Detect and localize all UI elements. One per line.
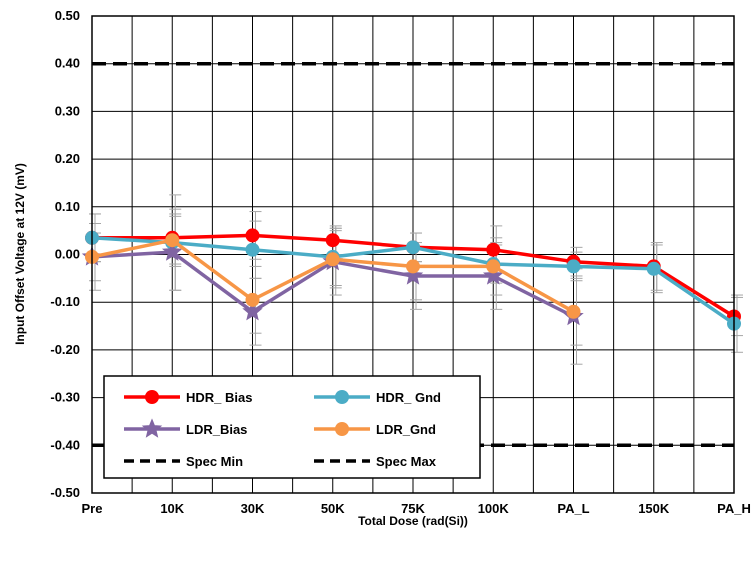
legend-label-ldr-gnd: LDR_Gnd [376,422,436,437]
y-tick-label: 0.40 [55,56,80,71]
series-hdr-gnd-point [406,240,420,255]
x-axis-title: Total Dose (rad(Si)) [358,514,468,528]
y-tick-label: 0.50 [55,8,80,23]
series-ldr-bias-point [242,301,263,321]
series-hdr-bias-point [245,228,260,243]
x-tick-label: PA_H [717,501,751,516]
y-tick-label: -0.50 [50,485,80,500]
y-axis-title: Input Offset Voltage at 12V (mV) [13,163,27,345]
y-tick-label: -0.40 [50,437,80,452]
series-ldr-gnd-point [245,292,260,307]
y-tick-label: -0.10 [50,294,80,309]
y-tick-label: 0.20 [55,151,80,166]
y-tick-label: -0.30 [50,390,80,405]
legend-label-hdr-bias: HDR_ Bias [186,390,252,405]
legend-label-hdr-gnd: HDR_ Gnd [376,390,441,405]
x-tick-label: PA_L [557,501,589,516]
x-tick-label: 100K [478,501,510,516]
x-tick-labels: Pre 10K 30K 50K 75K 100K PA_L 150K PA_H [82,501,751,516]
series-ldr-gnd-point [406,259,420,274]
series-ldr-gnd-point [325,252,340,267]
legend-label-spec-max: Spec Max [376,454,437,469]
legend-box [103,375,481,479]
series-ldr-bias-point [161,241,183,261]
series-lines [81,228,741,331]
legend-marker-ldr-bias [141,418,163,438]
series-hdr-gnd-point [245,242,260,257]
legend-marker-hdr-bias [145,390,159,404]
legend: HDR_ Bias HDR_ Gnd LDR_Bias LDR_Gnd Spec Min… [103,375,481,479]
x-tick-label: 75K [401,501,425,516]
x-tick-label: 50K [321,501,345,516]
legend-label-spec-min: Spec Min [186,454,243,469]
x-tick-label: 30K [241,501,265,516]
series-ldr-bias-point [402,265,424,285]
y-tick-labels: 0.50 0.40 0.30 0.20 0.10 0.00 -0.10 -0.20 -0.30 -… [50,8,80,500]
legend-label-ldr-bias: LDR_Bias [186,422,247,437]
series-ldr-gnd-point [566,304,581,319]
x-tick-label: 150K [638,501,670,516]
series-hdr-bias-point [486,242,501,257]
series-ldr-bias-point [482,265,504,285]
plot-frame [91,15,735,494]
y-tick-label: 0.00 [55,247,80,262]
x-tick-label: Pre [82,501,103,516]
series-hdr-bias-point [325,233,340,248]
series-ldr-gnd-point [165,233,180,248]
y-tick-label: -0.20 [50,342,80,357]
series-hdr-gnd-point [566,259,581,274]
x-tick-label: 10K [160,501,184,516]
y-tick-label: 0.10 [55,199,80,214]
series-ldr-gnd-point [486,259,501,274]
legend-marker-hdr-gnd [335,390,349,404]
legend-marker-ldr-gnd [335,422,349,436]
y-tick-label: 0.30 [55,103,80,118]
series-hdr-gnd-point [646,261,661,276]
